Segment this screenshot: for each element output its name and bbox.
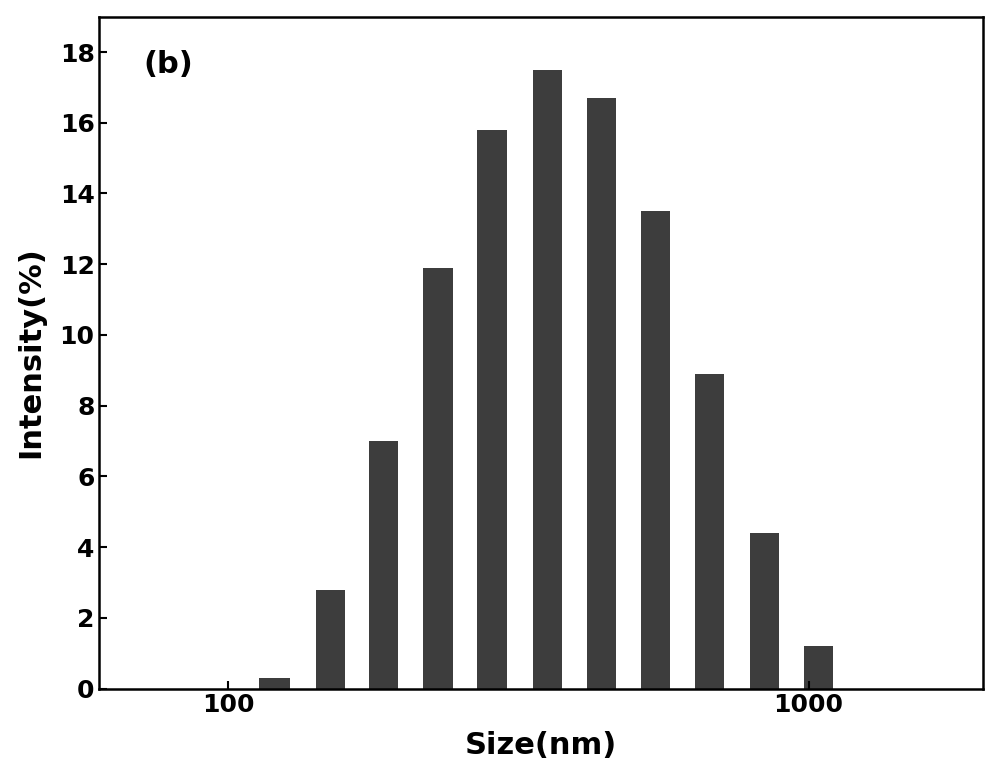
Bar [423,268,453,688]
Bar [750,533,779,688]
Bar [533,70,562,688]
Bar [477,130,507,688]
Bar [641,211,670,688]
Bar [804,646,833,688]
Bar [259,678,290,688]
Bar [316,590,345,688]
Bar [695,374,724,688]
Y-axis label: Intensity(%): Intensity(%) [17,247,46,458]
Bar [369,441,398,688]
Text: (b): (b) [144,51,193,79]
X-axis label: Size(nm): Size(nm) [465,731,617,761]
Bar [587,98,616,688]
